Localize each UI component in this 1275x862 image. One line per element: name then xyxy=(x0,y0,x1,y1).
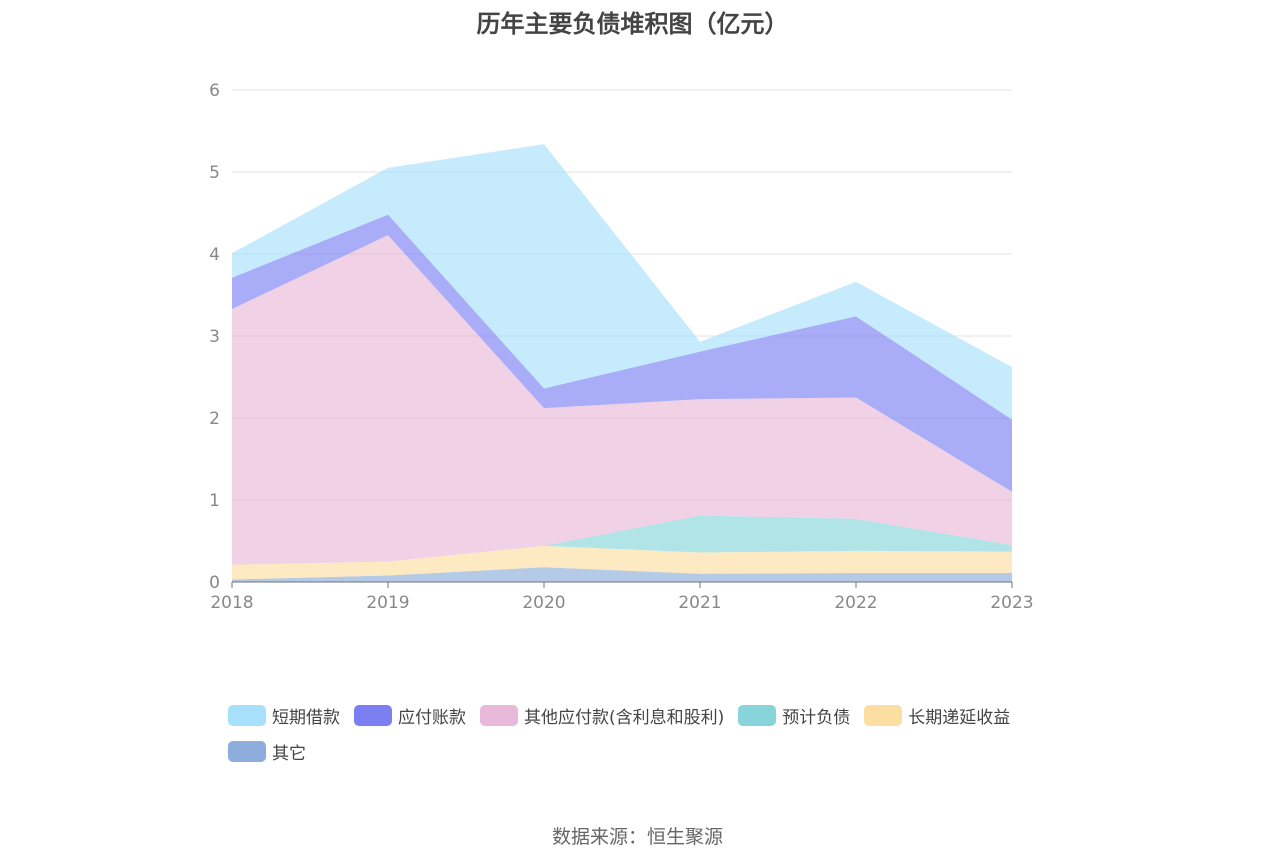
legend-swatch xyxy=(738,704,777,726)
legend-swatch xyxy=(480,704,518,726)
legend-item[interactable]: 长期递延收益 xyxy=(864,704,1011,728)
x-tick-label: 2023 xyxy=(990,593,1033,613)
x-tick-label: 2019 xyxy=(366,593,409,613)
y-tick-label: 5 xyxy=(209,163,220,183)
legend-swatch xyxy=(354,704,392,726)
area-series-4[interactable] xyxy=(232,214,1012,492)
area-series-0[interactable] xyxy=(232,567,1012,582)
y-tick-label: 0 xyxy=(209,573,220,593)
chart-legend: 短期借款 应付账款 其他应付款(含利息和股利) 预计负债 长期递延收益其它 xyxy=(228,704,1068,776)
legend-label: 其他应付款(含利息和股利) xyxy=(524,707,725,728)
x-tick-label: 2021 xyxy=(678,593,721,613)
area-series xyxy=(232,144,1012,582)
legend-label: 长期递延收益 xyxy=(908,707,1011,728)
legend-item[interactable]: 其他应付款(含利息和股利) xyxy=(480,704,725,728)
legend-item[interactable]: 短期借款 xyxy=(228,704,340,728)
legend-item[interactable]: 其它 xyxy=(228,740,306,764)
x-tick-label: 2018 xyxy=(210,593,253,613)
legend-label: 其它 xyxy=(272,743,306,764)
data-source-note: 数据来源：恒生聚源 xyxy=(551,826,723,848)
stacked-area-chart: 0 1 2 3 4 5 6 2018 2019 2020 2021 2022 2023 xyxy=(209,81,1033,613)
legend-label: 应付账款 xyxy=(398,707,466,728)
legend-item[interactable]: 预计负债 xyxy=(738,704,851,728)
y-tick-label: 2 xyxy=(209,409,220,429)
area-series-2[interactable] xyxy=(232,515,1012,565)
y-tick-label: 3 xyxy=(209,327,220,347)
area-series-5[interactable] xyxy=(232,144,1012,420)
y-tick-label: 1 xyxy=(209,491,220,511)
y-tick-label: 6 xyxy=(209,81,220,101)
legend-swatch xyxy=(864,704,903,726)
chart-title: 历年主要负债堆积图（亿元） xyxy=(476,10,789,38)
legend-label: 预计负债 xyxy=(782,707,851,728)
legend-label: 短期借款 xyxy=(272,707,340,728)
x-tick-label: 2020 xyxy=(522,593,565,613)
axes: 0 1 2 3 4 5 6 2018 2019 2020 2021 2022 2023 xyxy=(209,81,1033,613)
area-series-3[interactable] xyxy=(232,235,1012,565)
legend-swatch xyxy=(228,740,266,762)
y-tick-label: 4 xyxy=(209,245,220,265)
x-tick-label: 2022 xyxy=(834,593,877,613)
area-series-1[interactable] xyxy=(232,545,1012,580)
legend-item[interactable]: 应付账款 xyxy=(354,704,466,728)
legend-swatch xyxy=(228,704,266,726)
